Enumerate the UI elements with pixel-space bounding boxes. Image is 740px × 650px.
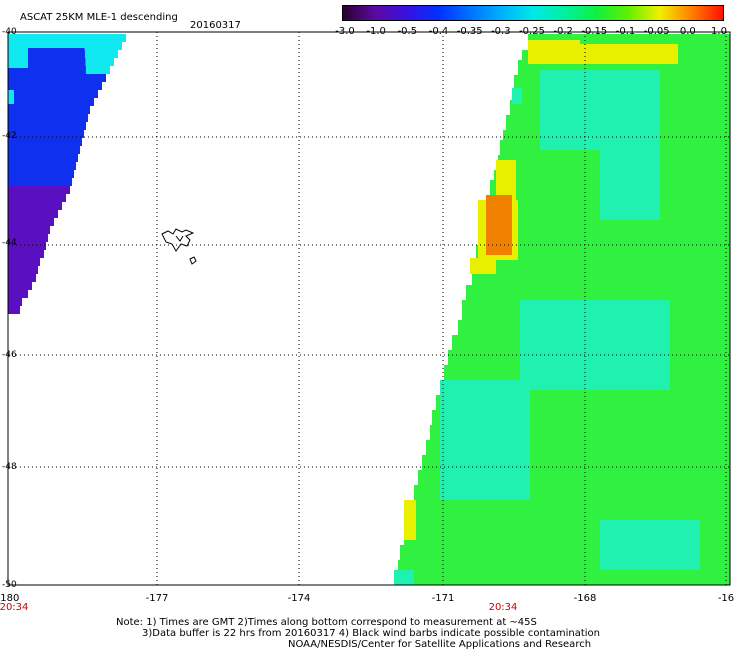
- swath-right-top-band: [580, 34, 680, 44]
- swath-right-row: [476, 245, 730, 260]
- color-scale-bar: [342, 5, 724, 21]
- swath-left-row: [8, 58, 114, 66]
- swath-left-row: [8, 122, 86, 130]
- swath-left-top-band: [8, 34, 118, 48]
- note-line-3: NOAA/NESDIS/Center for Satellite Applica…: [288, 639, 592, 650]
- swath-right-yellow-patch: [496, 160, 516, 200]
- swath-left-row: [8, 106, 90, 114]
- swath-left-row: [8, 66, 110, 74]
- swath-left-row: [8, 170, 74, 178]
- swath-right-cyan-patch: [440, 380, 530, 500]
- swath-left-row: [8, 138, 82, 146]
- swath-left-row: [8, 274, 36, 282]
- swath-left-row: [8, 114, 88, 122]
- swath-left-row: [8, 250, 44, 258]
- swath-left-row: [8, 154, 78, 162]
- swath-left-row: [8, 258, 40, 266]
- pitt-island-outline: [189, 256, 197, 265]
- swath-left-row: [8, 130, 84, 138]
- swath-left-row: [8, 186, 70, 194]
- swath-left-edge: [85, 66, 110, 74]
- swath-right-row: [394, 575, 730, 585]
- swath-left-row: [8, 306, 20, 314]
- note-line-1: Note: 1) Times are GMT 2)Times along bot…: [116, 617, 537, 628]
- lat-label: -46: [2, 350, 17, 360]
- lat-label: -40: [2, 27, 17, 37]
- swath-right-row: [410, 500, 730, 515]
- swath-right-cyan-patch: [394, 570, 414, 585]
- swath-left-row: [8, 194, 66, 202]
- lon-label: -171: [431, 593, 455, 604]
- lon-label: -177: [145, 593, 169, 604]
- swath-left-corner: [8, 48, 28, 68]
- swath-right-yellow-patch: [470, 258, 496, 274]
- swath-right: [394, 34, 730, 585]
- swath-right-cyan-patch: [512, 88, 522, 104]
- swath-left-row: [8, 298, 22, 306]
- swath-right-cyan-patch: [520, 300, 670, 390]
- lat-label: -44: [2, 238, 17, 248]
- swath-right-yellow-edge: [404, 500, 416, 540]
- pass-time-label: 20:34: [0, 602, 29, 613]
- island-coastline: [161, 228, 197, 265]
- product-date: 20160317: [190, 20, 241, 31]
- swath-left-row: [8, 210, 58, 218]
- lon-label: -174: [287, 593, 311, 604]
- swath-left-row: [8, 82, 102, 90]
- lon-label: -16: [717, 593, 735, 604]
- chatham-island-outline: [161, 228, 195, 252]
- pass-time-label: 20:34: [488, 602, 518, 613]
- product-title: ASCAT 25KM MLE-1 descending: [20, 12, 178, 23]
- swath-right-orange-patch: [486, 195, 512, 255]
- swath-left-row: [8, 90, 98, 98]
- swath-left-row: [8, 178, 72, 186]
- swath-right-row: [466, 285, 730, 300]
- swath-left-row: [8, 234, 48, 242]
- swath-left-row: [8, 282, 32, 290]
- swath-left-row: [8, 50, 118, 58]
- swath-left-row: [8, 218, 54, 226]
- lat-label: -50: [2, 580, 17, 590]
- swath-left-row: [8, 202, 62, 210]
- lon-label: -168: [573, 593, 597, 604]
- swath-left-row: [8, 242, 46, 250]
- swath-left-row: [8, 290, 28, 298]
- swath-left: [8, 34, 126, 314]
- swath-right-cyan-patch: [600, 120, 660, 220]
- swath-left-row: [8, 162, 76, 170]
- lat-label: -42: [2, 131, 17, 141]
- swath-left-row: [8, 146, 80, 154]
- swath-right-cyan-patch: [600, 520, 700, 570]
- swath-left-row: [8, 266, 38, 274]
- swath-left-edge-spot: [8, 90, 14, 104]
- lat-label: -48: [2, 462, 17, 472]
- map-frame: [7, 31, 731, 586]
- lon-label: -180: [0, 593, 20, 604]
- swath-left-row: [8, 98, 94, 106]
- note-line-2: 3)Data buffer is 22 hrs from 20160317 4)…: [142, 628, 600, 639]
- swath-right-row: [480, 220, 730, 245]
- swath-left-row: [8, 74, 106, 82]
- swath-right-row: [472, 260, 730, 285]
- swath-left-row: [8, 226, 50, 234]
- swath-left-edge: [85, 58, 114, 66]
- swath-left-edge: [84, 50, 118, 58]
